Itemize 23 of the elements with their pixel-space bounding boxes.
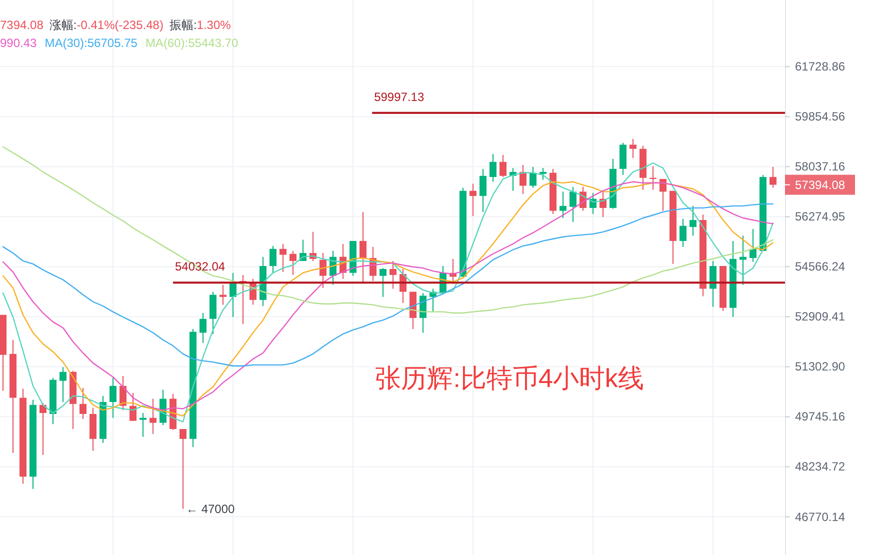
ref-label: 54032.04 (175, 260, 226, 274)
y-tick-label: 58037.16 (795, 160, 846, 174)
legend-item: MA(60):55443.70 (145, 36, 238, 50)
y-tick-label: 49745.16 (795, 410, 846, 424)
header-note: 7394.08 (0, 18, 44, 32)
y-tick-label: 54566.24 (795, 260, 846, 274)
ref-label: 59997.13 (374, 90, 424, 104)
y-tick-label: 51302.90 (795, 360, 846, 374)
y-tick-label: 52909.41 (795, 310, 846, 324)
header-note: 振幅: (169, 18, 197, 32)
y-tick-label: 61728.86 (795, 60, 846, 74)
low-note: ← 47000 (186, 502, 235, 516)
title: 张历辉:比特币4小时k线 (375, 363, 644, 393)
price-tag-text: 57394.08 (795, 178, 846, 192)
y-tick-label: 46770.14 (795, 510, 846, 524)
y-tick-label: 59854.56 (795, 110, 846, 124)
legend-item: 990.43 (0, 36, 37, 50)
header-note: 涨幅: (49, 18, 77, 32)
legend-item: MA(30):56705.75 (44, 36, 138, 50)
header-note: 1.30% (196, 18, 231, 32)
y-tick-label: 48234.72 (795, 460, 846, 474)
header-note: -0.41%(-235.48) (76, 18, 164, 32)
y-tick-label: 56274.95 (795, 210, 846, 224)
